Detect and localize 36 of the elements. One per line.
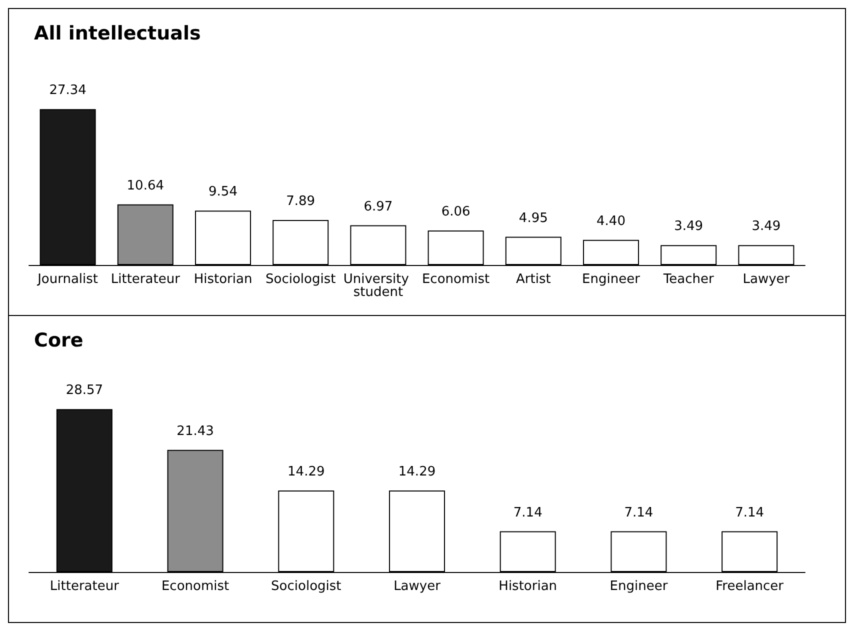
x-tick-label: Freelancer (716, 579, 784, 594)
data-label: 27.34 (49, 83, 86, 98)
chart-title: All intellectuals (34, 22, 201, 44)
data-label: 3.49 (752, 219, 781, 234)
x-tick-label: Journalist (36, 272, 98, 287)
data-label: 7.14 (624, 505, 654, 520)
data-label: 14.29 (288, 464, 325, 480)
x-tick-label: Lawyer (742, 272, 790, 287)
data-label: 14.29 (398, 464, 436, 480)
chart-title: Core (34, 330, 84, 352)
x-tick-label: Teacher (662, 272, 714, 287)
x-tick-label: Historian (194, 272, 252, 287)
x-tick-label: Litterateur (110, 272, 181, 287)
data-label: 7.89 (286, 194, 316, 210)
x-tick-label: Engineer (610, 579, 668, 594)
x-tick-label: Litterateur (50, 579, 120, 594)
x-tick-label: Sociologist (265, 272, 336, 287)
data-label: 7.14 (513, 505, 542, 520)
x-tick-label: Historian (498, 579, 558, 594)
data-label: 6.97 (364, 199, 393, 214)
x-tick-label: Sociologist (271, 579, 342, 594)
data-label: 21.43 (176, 424, 214, 439)
data-label: 9.54 (208, 184, 238, 200)
x-tick-label: University student (343, 272, 414, 300)
data-label: 10.64 (126, 178, 164, 194)
x-tick-label: Artist (516, 272, 551, 287)
data-label: 7.14 (735, 505, 764, 520)
x-tick-label: Lawyer (394, 579, 442, 594)
data-label: 4.40 (596, 214, 626, 229)
x-tick-label: Economist (161, 579, 230, 594)
x-tick-label: Economist (422, 272, 490, 287)
data-label: 28.57 (66, 383, 104, 398)
data-label: 4.95 (518, 210, 548, 226)
data-label: 3.49 (674, 219, 704, 234)
x-tick-label: Engineer (582, 272, 641, 287)
data-label: 6.06 (441, 204, 470, 220)
